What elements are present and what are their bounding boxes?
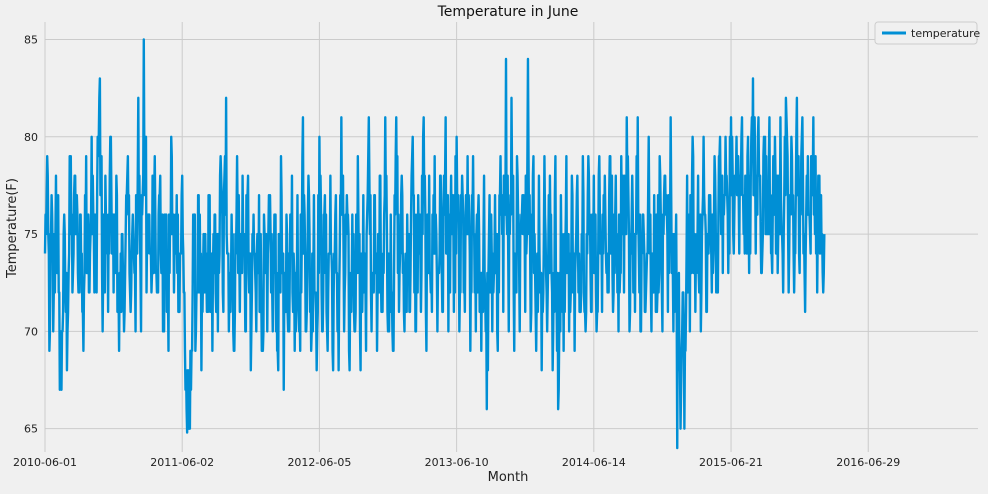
x-tick-label: 2015-06-21 xyxy=(699,456,763,469)
x-tick-label: 2011-06-02 xyxy=(150,456,214,469)
x-axis-ticks: 2010-06-01 2011-06-02 2012-06-05 2013-06-10… xyxy=(13,456,900,469)
chart-title: Temperature in June xyxy=(437,4,579,20)
legend-entry-temperature: temperature xyxy=(911,27,980,40)
x-tick-label: 2014-06-14 xyxy=(562,456,626,469)
y-axis-ticks: 65 70 75 80 85 xyxy=(24,34,38,436)
legend: temperature xyxy=(874,21,980,45)
y-tick-label: 75 xyxy=(24,228,38,241)
series-temperature-line xyxy=(43,38,826,450)
y-tick-label: 65 xyxy=(24,423,38,436)
series-layer xyxy=(43,38,826,450)
x-tick-label: 2012-06-05 xyxy=(287,456,351,469)
x-axis-label: Month xyxy=(488,470,529,485)
x-tick-label: 2013-06-10 xyxy=(425,456,489,469)
y-axis-label: Temperature(F) xyxy=(5,178,20,279)
y-tick-label: 70 xyxy=(24,325,38,338)
y-tick-label: 80 xyxy=(24,131,38,144)
x-tick-label: 2016-06-29 xyxy=(836,456,900,469)
legend-box xyxy=(874,21,978,45)
y-tick-label: 85 xyxy=(24,34,38,47)
x-tick-label: 2010-06-01 xyxy=(13,456,77,469)
